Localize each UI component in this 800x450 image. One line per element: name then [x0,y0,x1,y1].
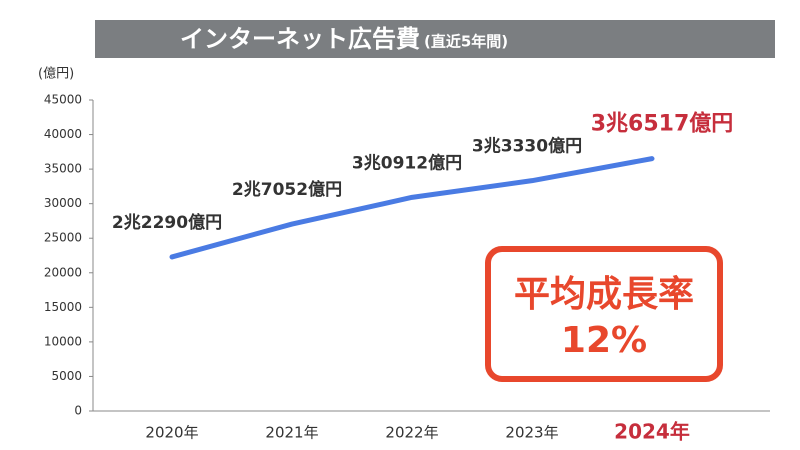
value-label: 3兆6517億円 [591,111,734,137]
y-tick-label: 45000 [44,93,82,107]
x-tick-label: 2023年 [505,424,558,442]
y-tick-label: 5000 [51,369,82,383]
y-tick-label: 25000 [44,231,82,245]
value-label: 2兆2290億円 [112,212,222,233]
y-tick-label: 10000 [44,334,82,348]
annotation-text: 平均成長率 [514,274,694,315]
x-tick-label: 2021年 [265,424,318,442]
y-tick-label: 30000 [44,196,82,210]
chart-title: インターネット広告費 [180,25,420,53]
value-label: 2兆7052億円 [232,179,342,200]
y-tick-label: 40000 [44,127,82,141]
annotation-box [485,246,723,382]
y-tick-label: 15000 [44,300,82,314]
y-tick-label: 20000 [44,265,82,279]
y-tick-label: 0 [74,404,82,418]
y-axis-label: (億円) [38,66,74,82]
x-tick-label: 2020年 [145,424,198,442]
x-tick-label: 2024年 [614,420,690,444]
y-tick-label: 35000 [44,162,82,176]
value-label: 3兆3330億円 [472,136,582,157]
annotation-text: 12% [561,320,647,361]
title-bar [95,20,775,58]
line [169,156,655,260]
x-tick-label: 2022年 [385,424,438,442]
value-label: 3兆0912億円 [352,152,462,173]
chart-subtitle: (直近5年間) [424,33,508,51]
